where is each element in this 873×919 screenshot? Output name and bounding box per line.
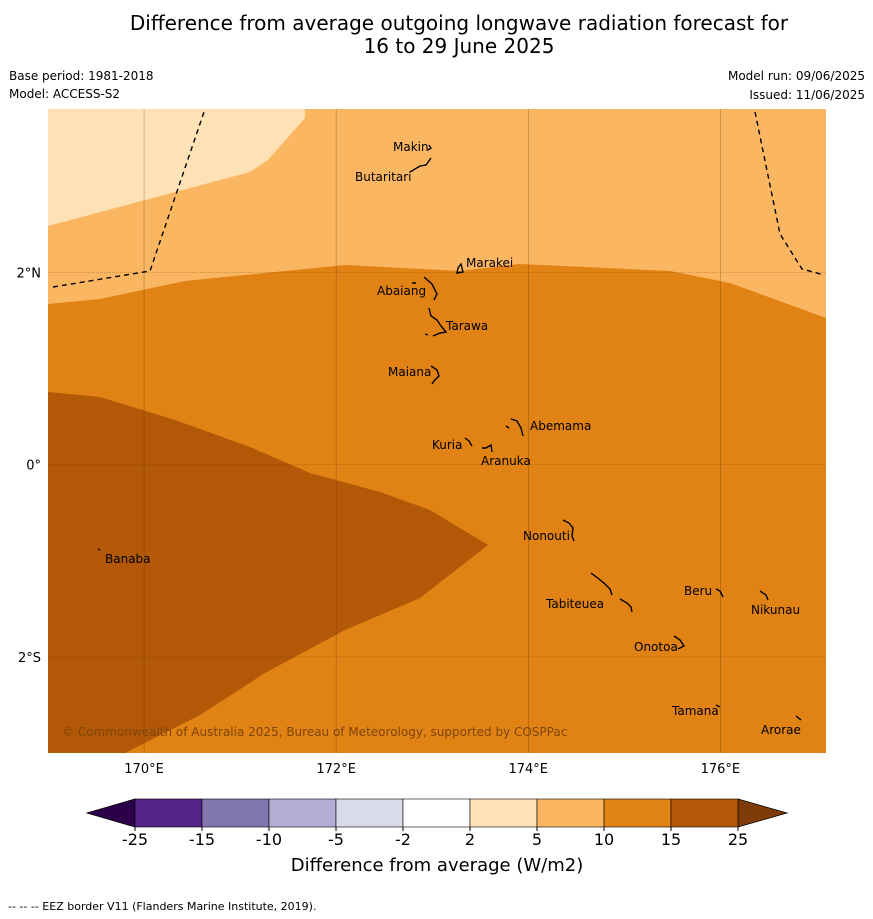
island-outline-makin	[427, 144, 432, 151]
island-label-banaba: Banaba	[105, 552, 151, 566]
colorbar-swatch-5	[402, 798, 471, 828]
island-outlines	[97, 144, 802, 721]
lat-tick-label: 2°N	[17, 266, 42, 281]
footer-note: -- -- -- EEZ border V11 (Flanders Marine…	[8, 900, 317, 913]
colorbar-swatch-1	[134, 798, 203, 828]
lon-tick-label: 172°E	[316, 762, 356, 777]
base-period-label: Base period: 1981-2018	[9, 69, 154, 83]
island-outline-onotoa	[673, 635, 686, 650]
colorbar-tick-label: 15	[661, 830, 681, 849]
island-label-tarawa: Tarawa	[445, 319, 488, 333]
colorbar-swatch-3	[268, 798, 337, 828]
lon-tick-label: 176°E	[701, 762, 741, 777]
island-outline-abemama	[505, 418, 524, 437]
island-outline-arorae	[795, 715, 802, 721]
island-outline-marakei	[456, 262, 464, 274]
island-outline-banaba	[97, 548, 101, 551]
colorbar-tick-label: 5	[532, 830, 542, 849]
gridlines	[48, 109, 826, 753]
island-outline-nonouti	[562, 519, 575, 542]
shading-layer	[48, 109, 826, 753]
band-15-25	[48, 392, 488, 753]
lat-tick-label: 0°	[26, 459, 41, 474]
lon-tick-label: 170°E	[124, 762, 164, 777]
colorbar-tick-label: 2	[465, 830, 475, 849]
eez-border-east	[754, 111, 825, 276]
colorbar-swatch-7	[536, 798, 605, 828]
colorbar-swatch-2	[201, 798, 270, 828]
island-label-maiana: Maiana	[388, 365, 431, 379]
island-labels: Makin Butaritari Marakei Abaiang Tarawa Maian…	[105, 140, 801, 737]
colorbar-extend-min	[85, 798, 136, 828]
island-label-marakei: Marakei	[466, 256, 513, 270]
island-outline-abaiang	[412, 276, 438, 301]
island-outline-butaritari	[409, 157, 432, 173]
colorbar-swatch-6	[469, 798, 538, 828]
issued-label: Issued: 11/06/2025	[749, 88, 865, 102]
model-run-label: Model run: 09/06/2025	[727, 69, 865, 83]
colorbar-tick-label: -2	[395, 830, 411, 849]
model-label: Model: ACCESS-S2	[9, 87, 121, 101]
colorbar-tick-label: -5	[328, 830, 344, 849]
island-label-nikunau: Nikunau	[751, 603, 800, 617]
island-label-butaritari: Butaritari	[355, 170, 412, 184]
island-label-makin: Makin	[393, 140, 429, 154]
island-label-kuria: Kuria	[432, 438, 463, 452]
colorbar-tick-label: -25	[122, 830, 148, 849]
colorbar-tick-label: -15	[189, 830, 215, 849]
island-label-arorae: Arorae	[761, 723, 801, 737]
colorbar-tick-label: 25	[728, 830, 748, 849]
island-label-aranuka: Aranuka	[481, 454, 531, 468]
island-label-nonouti: Nonouti	[523, 529, 570, 543]
island-outline-maiana	[430, 365, 440, 385]
island-outline-beru	[715, 588, 724, 598]
colorbar-tick-label: 10	[594, 830, 614, 849]
island-label-abemama: Abemama	[530, 419, 591, 433]
forecast-map: Makin Butaritari Marakei Abaiang Tarawa Maian…	[17, 109, 826, 876]
island-outline-aranuka	[482, 443, 493, 453]
band-2-5	[48, 109, 305, 226]
island-outline-kuria	[464, 437, 473, 447]
colorbar-title: Difference from average (W/m2)	[291, 855, 583, 876]
axis-tick-labels: 170°E 172°E 174°E 176°E 2°N 0° 2°S	[17, 266, 741, 777]
colorbar-swatch-9	[670, 798, 739, 828]
island-label-tabiteuea: Tabiteuea	[545, 597, 604, 611]
island-label-abaiang: Abaiang	[377, 284, 426, 298]
island-outline-tarawa	[424, 307, 448, 337]
eez-borders	[52, 109, 825, 288]
title-line-2: 16 to 29 June 2025	[363, 34, 555, 58]
island-label-beru: Beru	[684, 584, 712, 598]
island-outline-tabiteuea	[590, 572, 633, 613]
colorbar-extend-max	[737, 798, 789, 828]
colorbar-swatch-8	[603, 798, 672, 828]
colorbar-tick-label: -10	[256, 830, 282, 849]
colorbar-swatch-4	[335, 798, 404, 828]
island-label-onotoa: Onotoa	[634, 640, 678, 654]
map-title: Difference from average outgoing longwav…	[0, 12, 873, 58]
island-outline-tamana	[715, 704, 721, 708]
island-outline-nikunau	[759, 590, 769, 601]
lon-tick-label: 174°E	[508, 762, 548, 777]
lat-tick-label: 2°S	[18, 651, 41, 666]
title-line-1: Difference from average outgoing longwav…	[129, 11, 789, 35]
copyright-notice: © Commonwealth of Australia 2025, Bureau…	[62, 725, 567, 739]
island-label-tamana: Tamana	[671, 704, 719, 718]
